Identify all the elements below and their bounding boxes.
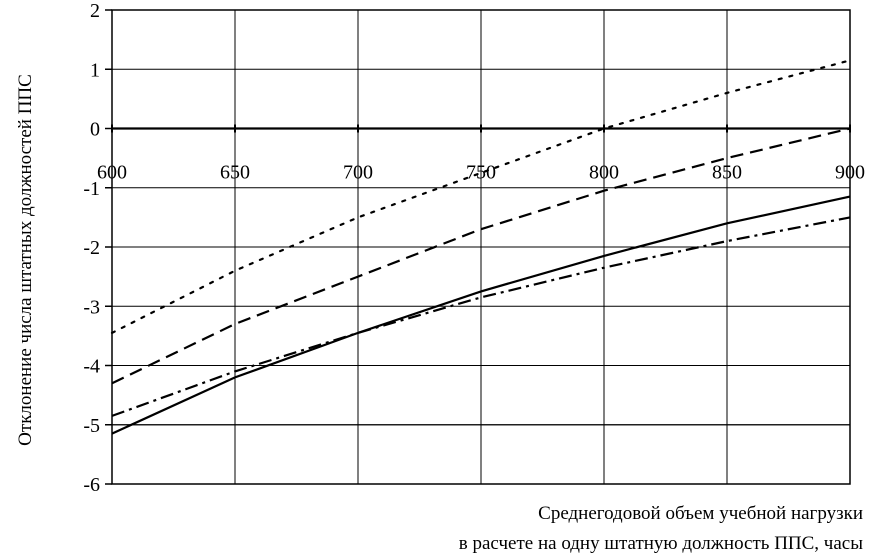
- series-line-solid: [111, 195, 851, 435]
- x-tick-label-6: 900: [835, 162, 865, 184]
- y-axis-label: Отклонение числа штатных должностей ППС: [15, 74, 36, 446]
- series-line-dashed: [111, 127, 851, 385]
- x-tick-label-4: 800: [589, 162, 619, 184]
- x-axis-label-line1: Среднегодовой объем учебной нагрузки: [538, 503, 863, 524]
- x-tick-label-5: 850: [712, 162, 742, 184]
- x-tick-label-3: 750: [466, 162, 496, 184]
- y-tick-label-0: 2: [90, 0, 100, 22]
- y-tick-label-8: -6: [83, 474, 100, 496]
- series-line-dotted: [110, 59, 852, 334]
- x-tick-label-2: 700: [343, 162, 373, 184]
- series-line-dash-dot: [111, 216, 851, 417]
- y-tick-label-4: -2: [83, 237, 100, 259]
- y-tick-label-3: -1: [83, 178, 100, 200]
- y-tick-label-2: 0: [90, 119, 100, 141]
- x-axis-label-line2: в расчете на одну штатную должность ППС,…: [458, 533, 863, 554]
- x-tick-label-1: 650: [220, 162, 250, 184]
- y-tick-label-5: -3: [83, 296, 100, 318]
- y-tick-label-6: -4: [83, 356, 100, 378]
- y-tick-label-1: 1: [90, 59, 100, 81]
- x-tick-label-0: 600: [97, 162, 127, 184]
- y-tick-label-7: -5: [83, 415, 100, 437]
